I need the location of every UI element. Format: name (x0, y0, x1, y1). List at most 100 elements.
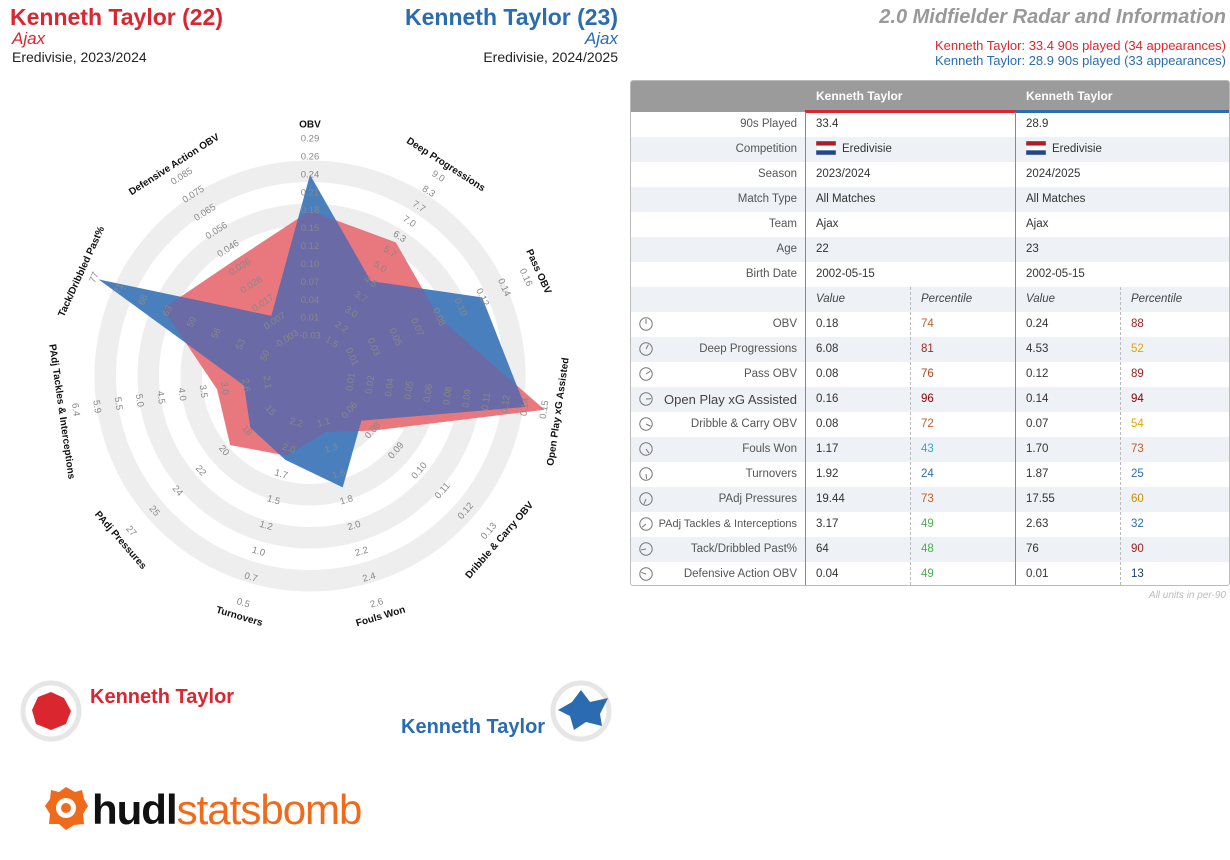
radar-tick-label: 2.6 (369, 596, 385, 610)
table-row: OBV 0.18 74 0.24 88 (631, 312, 1229, 337)
row-label: Defensive Action OBV (683, 568, 797, 580)
row-label: Team (768, 218, 797, 230)
table-row: Team Ajax Ajax (631, 212, 1229, 237)
radar-tick-label: 1.7 (273, 467, 289, 481)
radar-tick-label: 0.04 (383, 378, 397, 398)
netherlands-flag-icon (816, 140, 836, 155)
radar-axis-label: PAdj Pressures (92, 509, 149, 572)
radar-tick-label: 7.0 (401, 214, 418, 230)
player1-value: 1.17 (816, 443, 839, 455)
player2-title: Kenneth Taylor (23) (405, 4, 618, 30)
player1-color-bar (805, 110, 1015, 113)
radar-tick-label: 1.6 (331, 467, 347, 481)
value-header: Value (816, 293, 845, 305)
player1-value: Eredivisie (816, 137, 892, 162)
player2-value: 23 (1026, 243, 1039, 255)
radar-tick-label: 0.7 (243, 570, 259, 584)
radar-tick-label: 4.0 (175, 387, 188, 402)
player2-value: 1.70 (1026, 443, 1049, 455)
radar-tick-label: 0.18 (301, 205, 320, 216)
percentile-header: Percentile (1131, 293, 1183, 305)
player1-value: 1.92 (816, 468, 839, 480)
table-row: Match Type All Matches All Matches (631, 187, 1229, 212)
radar-tick-label: 0.26 (301, 151, 320, 162)
radar-tick-label: 0.11 (480, 392, 493, 411)
player1-percentile: 49 (921, 568, 934, 580)
statsbomb-logo-text: hudlstatsbomb (92, 786, 362, 833)
player1-value: 33.4 (816, 118, 839, 130)
radar-tick-label: 2.2 (354, 545, 370, 559)
metric-gauge-icon (639, 467, 653, 481)
radar-title: 2.0 Midfielder Radar and Information (879, 6, 1226, 28)
radar-tick-label: 0.5 (235, 596, 251, 610)
player2-color-bar (1015, 110, 1229, 113)
player1-value: 19.44 (816, 493, 845, 505)
table-header-player1: Kenneth Taylor (816, 89, 903, 103)
radar-tick-label: 0.07 (301, 277, 320, 288)
radar-tick-label: 0.12 (499, 394, 513, 414)
radar-tick-label: 71 (112, 282, 126, 296)
value-percentile-header: Value Percentile Value Percentile (631, 287, 1229, 312)
player2-value: 1.87 (1026, 468, 1049, 480)
player1-percentile: 43 (921, 443, 934, 455)
player1-value: Ajax (816, 218, 839, 230)
player1-value: 0.18 (816, 318, 839, 330)
radar-tick-label: 1.5 (266, 493, 282, 507)
radar-tick-label: 0.01 (344, 372, 358, 392)
player2-percentile: 52 (1131, 343, 1144, 355)
player2-percentile: 88 (1131, 318, 1144, 330)
player2-percentile: 54 (1131, 418, 1144, 430)
player1-value: All Matches (816, 193, 876, 205)
player1-percentile: 49 (921, 518, 934, 530)
metric-gauge-icon (639, 367, 653, 381)
table-row: Dribble & Carry OBV 0.08 72 0.07 54 (631, 412, 1229, 437)
radar-tick-label: 5.9 (90, 399, 103, 414)
radar-tick-label: 0.15 (538, 400, 552, 420)
player2-value: 0.01 (1026, 568, 1049, 580)
metric-gauge-icon (639, 567, 653, 581)
radar-tick-label: 56 (209, 326, 223, 340)
radar-tick-label: 53 (234, 337, 248, 351)
radar-tick-label: 1.0 (251, 545, 267, 559)
player1-value: 0.16 (816, 393, 839, 405)
row-label: Season (757, 168, 797, 180)
player2-value: 2024/2025 (1026, 168, 1081, 180)
metric-gauge-icon (639, 417, 653, 431)
radar-tick-label: 77 (87, 270, 101, 284)
player2-percentile: 60 (1131, 493, 1144, 505)
radar-axis-label: Fouls Won (355, 604, 407, 629)
row-label: Birth Date (745, 268, 797, 280)
radar-tick-label: 1.8 (339, 493, 355, 507)
metric-gauge-icon (639, 492, 653, 506)
row-label: Turnovers (745, 468, 797, 480)
player2-value: Eredivisie (1026, 137, 1102, 162)
player2-value: 0.12 (1026, 368, 1049, 380)
table-row: Competition Eredivisie Eredivisie (631, 137, 1229, 162)
player2-minutes: Kenneth Taylor: 28.9 90s played (33 appe… (934, 53, 1226, 68)
radar-tick-label: 5.5 (112, 396, 125, 411)
value-percentile-divider (1120, 287, 1121, 585)
radar-tick-label: 0.01 (301, 313, 320, 324)
radar-tick-label: 0.24 (301, 169, 320, 180)
radar-axis-label: Turnovers (215, 605, 265, 629)
radar-tick-label: 9.0 (430, 168, 447, 184)
player1-value-text: Eredivisie (842, 143, 892, 155)
radar-tick-label: 2.0 (281, 442, 297, 456)
player2-value: Ajax (1026, 218, 1049, 230)
row-label: Age (776, 243, 797, 255)
legend-player1-icon (20, 680, 82, 742)
table-row: PAdj Tackles & Interceptions 3.17 49 2.63 32 (631, 512, 1229, 537)
metric-gauge-icon (639, 342, 653, 356)
radar-tick-label: 3.5 (197, 384, 210, 399)
radar-tick-label: 4.5 (154, 390, 167, 405)
radar-tick-label: 0.08 (441, 386, 455, 406)
player-info-table: Kenneth Taylor Kenneth Taylor 90s Played… (630, 80, 1230, 586)
player1-value: 6.08 (816, 343, 839, 355)
radar-tick-label: 0.06 (422, 383, 436, 403)
radar-tick-label: 0.14 (518, 397, 532, 417)
radar-axis-label: OBV (299, 120, 321, 131)
radar-tick-label: 2.4 (361, 570, 377, 584)
player1-value: 2023/2024 (816, 168, 871, 180)
radar-tick-label: 6.4 (69, 402, 82, 417)
column-divider (1015, 112, 1016, 585)
